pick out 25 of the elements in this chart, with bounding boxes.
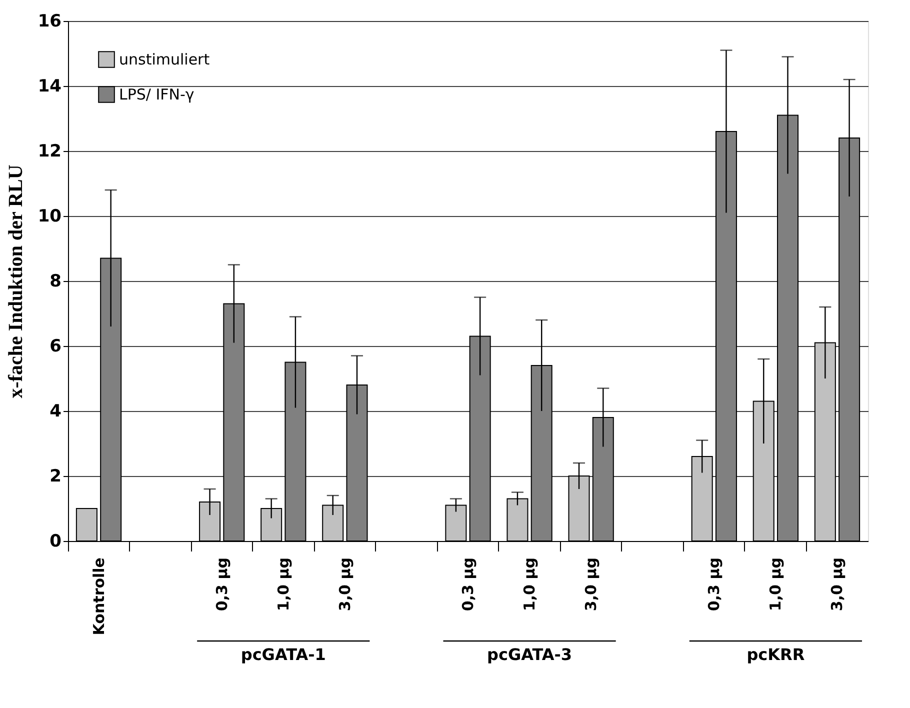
text: pcGATA-1 (240, 645, 326, 664)
x-tick-label: Kontrolle (90, 558, 108, 636)
legend-label: unstimuliert (119, 50, 210, 68)
x-tick-label: 1,0 µg (766, 558, 785, 612)
x-tick-label: 3,0 µg (828, 558, 846, 612)
y-tick-label: 0 (50, 532, 62, 552)
x-tick-label: 3,0 µg (582, 558, 600, 612)
x-tick-label: 1,0 µg (520, 558, 539, 612)
x-tick-label: 3,0 µg (336, 558, 354, 612)
y-tick-label: 8 (50, 272, 62, 292)
legend-label: LPS/ IFN-γ (119, 86, 194, 104)
y-tick-label: 6 (50, 336, 62, 356)
x-tick-label: 0,3 µg (212, 558, 231, 612)
y-tick-label: 2 (50, 466, 62, 486)
y-axis-title: x-fache Induktion der RLU (4, 164, 27, 398)
x-tick-label: 0,3 µg (459, 558, 477, 612)
y-tick-label: 12 (38, 142, 62, 162)
y-tick-label: 14 (38, 76, 62, 96)
y-tick-label: 10 (38, 206, 62, 226)
text: pcGATA-3 (487, 645, 572, 664)
x-tick-label: 0,3 µg (705, 558, 724, 612)
y-tick-label: 16 (38, 12, 62, 32)
text: pcKRR (746, 645, 805, 664)
x-tick-label: 1,0 µg (274, 558, 292, 612)
y-tick-label: 4 (50, 402, 62, 422)
